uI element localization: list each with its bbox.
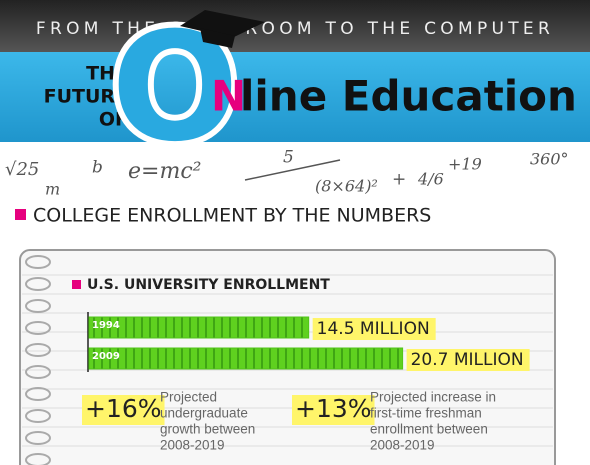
highlight (292, 395, 375, 425)
doodle: 360° (530, 150, 569, 169)
doodle-arrow (244, 159, 341, 181)
highlight (312, 318, 436, 340)
ring (25, 321, 51, 335)
value-label: 14.5 MILLION (317, 319, 430, 339)
grad-cap (200, 28, 235, 48)
big-o: O (111, 1, 239, 175)
bullet (72, 280, 81, 289)
section-title: COLLEGE ENROLLMENT BY THE NUMBERS (33, 205, 431, 227)
bullet (15, 209, 26, 220)
stat-value: +16% (85, 394, 162, 423)
doodle: m (45, 180, 60, 199)
ring (25, 365, 51, 379)
ring (25, 409, 51, 423)
ring (25, 277, 51, 291)
ring (25, 343, 51, 357)
bar-year: 1994 (92, 320, 120, 331)
stat-desc: Projected (160, 390, 217, 405)
doodle: e=mc² (128, 159, 201, 184)
stat-desc: enrollment between (370, 422, 488, 437)
bar (88, 347, 404, 370)
doodle: (8×64)² (315, 177, 378, 196)
doodle: √25 (5, 159, 39, 180)
doodle: +19 (448, 155, 482, 174)
doodle: 4/6 (417, 170, 444, 189)
stat-desc: first-time freshman (370, 406, 482, 421)
top-bar (0, 0, 590, 52)
value-label: 20.7 MILLION (411, 350, 524, 370)
tagline: FROM THE CLASSROOM TO THE COMPUTER (36, 19, 554, 39)
doodle: b (92, 158, 103, 178)
title-n: N (211, 72, 246, 121)
stat-desc: undergraduate (160, 406, 248, 421)
ring (25, 387, 51, 401)
bar (88, 316, 310, 339)
ring (25, 299, 51, 313)
highlight (406, 349, 530, 371)
grad-cap (180, 10, 265, 38)
stat-desc: Projected increase in (370, 390, 496, 405)
title-line: OF (99, 109, 128, 131)
title-line: THE (86, 63, 128, 85)
title-rest: line Education (240, 72, 577, 121)
chart-title: U.S. UNIVERSITY ENROLLMENT (87, 277, 330, 293)
highlight (82, 395, 165, 425)
stat-desc: 2008-2019 (370, 438, 435, 453)
stat-value: +13% (295, 394, 372, 423)
stat-desc: 2008-2019 (160, 438, 225, 453)
ring (25, 255, 51, 269)
title-line: FUTURE (44, 86, 128, 108)
ring (25, 453, 51, 465)
ring (25, 431, 51, 445)
bar-year: 2009 (92, 351, 120, 362)
doodle: 5 (283, 148, 294, 168)
doodle: + (392, 170, 406, 190)
stat-desc: growth between (160, 422, 255, 437)
title-band (0, 52, 590, 142)
